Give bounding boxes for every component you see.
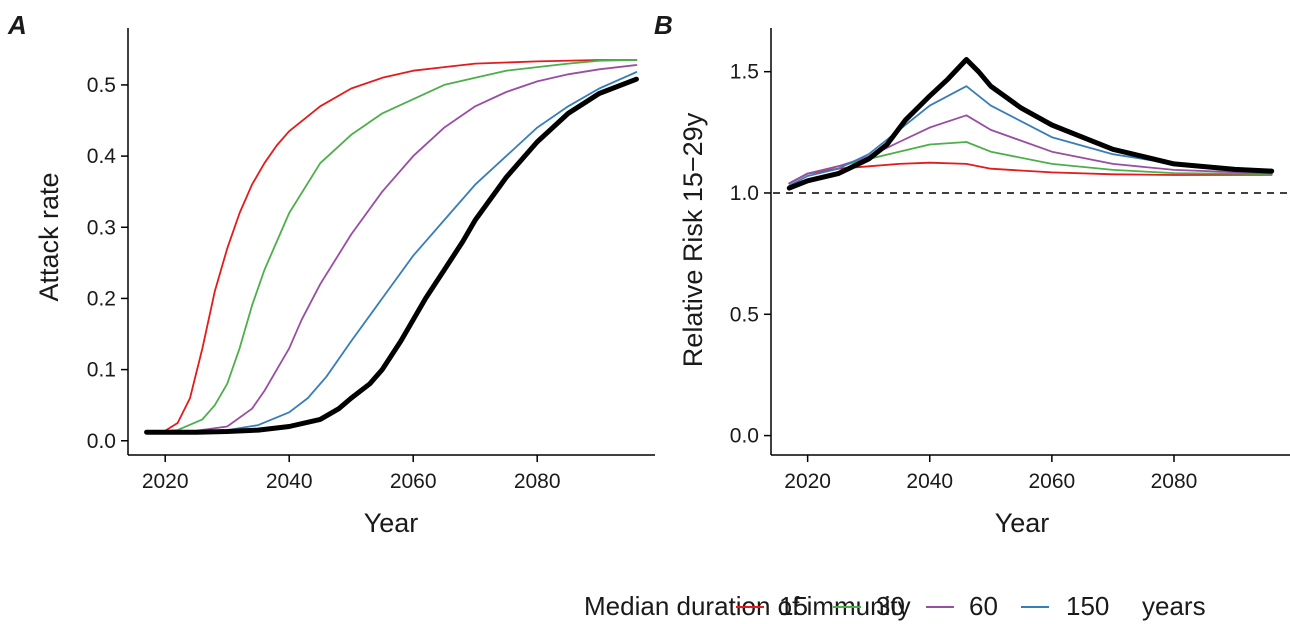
x-tick-label-a: 2020 (142, 470, 189, 493)
series-line-b-overall (786, 57, 1275, 191)
y-axis-title-a: Attack rate (34, 172, 64, 301)
plot-area-b: 0.0 0.5 1.0 1.5 2020 2040 2060 2080 (730, 28, 1290, 493)
series-line-a-overall (144, 76, 639, 435)
x-axis-title-a: Year (364, 508, 419, 538)
x-tick-label-b: 2020 (784, 470, 831, 493)
plot-area-a: 0.0 0.1 0.2 0.3 0.4 0.5 2020 2040 2060 2080 (87, 28, 655, 493)
legend-label-15: 15 (779, 591, 808, 621)
series-line-a-15 (145, 59, 638, 434)
x-tick-label-a: 2040 (266, 470, 313, 493)
legend-label-30: 30 (876, 591, 905, 621)
legend-label-60: 60 (969, 591, 998, 621)
y-tick-label-a: 0.3 (87, 216, 116, 239)
y-axis-title-b: Relative Risk 15−29y (678, 112, 708, 367)
y-tick-label-b: 1.5 (730, 61, 759, 84)
panel-b-label: B (654, 10, 673, 40)
y-tick-label-a: 0.0 (87, 430, 116, 453)
y-tick-label-a: 0.1 (87, 359, 116, 382)
x-tick-label-b: 2040 (906, 470, 953, 493)
y-tick-label-b: 0.5 (730, 303, 759, 326)
x-axis-title-b: Year (995, 508, 1050, 538)
series-line-a-30 (145, 59, 638, 434)
panel-a-attack-rate: A 0.0 0.1 0.2 0.3 0.4 0.5 2020 2040 2060 2080 Yea… (7, 10, 655, 538)
x-tick-label-a: 2060 (390, 470, 437, 493)
series-line-a-60 (145, 64, 638, 434)
y-tick-label-b: 1.0 (730, 182, 759, 205)
y-tick-label-b: 0.0 (730, 425, 759, 448)
y-tick-label-a: 0.4 (87, 145, 117, 168)
series-line-b-150 (788, 85, 1273, 187)
y-tick-label-a: 0.2 (87, 287, 116, 310)
series-line-b-60 (788, 114, 1273, 185)
x-tick-label-b: 2060 (1029, 470, 1076, 493)
panel-b-relative-risk: B 0.0 0.5 1.0 1.5 2020 2040 2060 2080 Year Rela… (654, 10, 1290, 538)
series-line-a-150 (145, 71, 638, 434)
x-tick-label-a: 2080 (514, 470, 561, 493)
panel-a-label: A (7, 10, 27, 40)
x-tick-label-b: 2080 (1151, 470, 1198, 493)
legend-label-150: 150 (1066, 591, 1109, 621)
legend: Median duration of immunity 15 30 60 150… (584, 591, 1206, 621)
y-tick-label-a: 0.5 (87, 74, 116, 97)
legend-units: years (1142, 591, 1206, 621)
